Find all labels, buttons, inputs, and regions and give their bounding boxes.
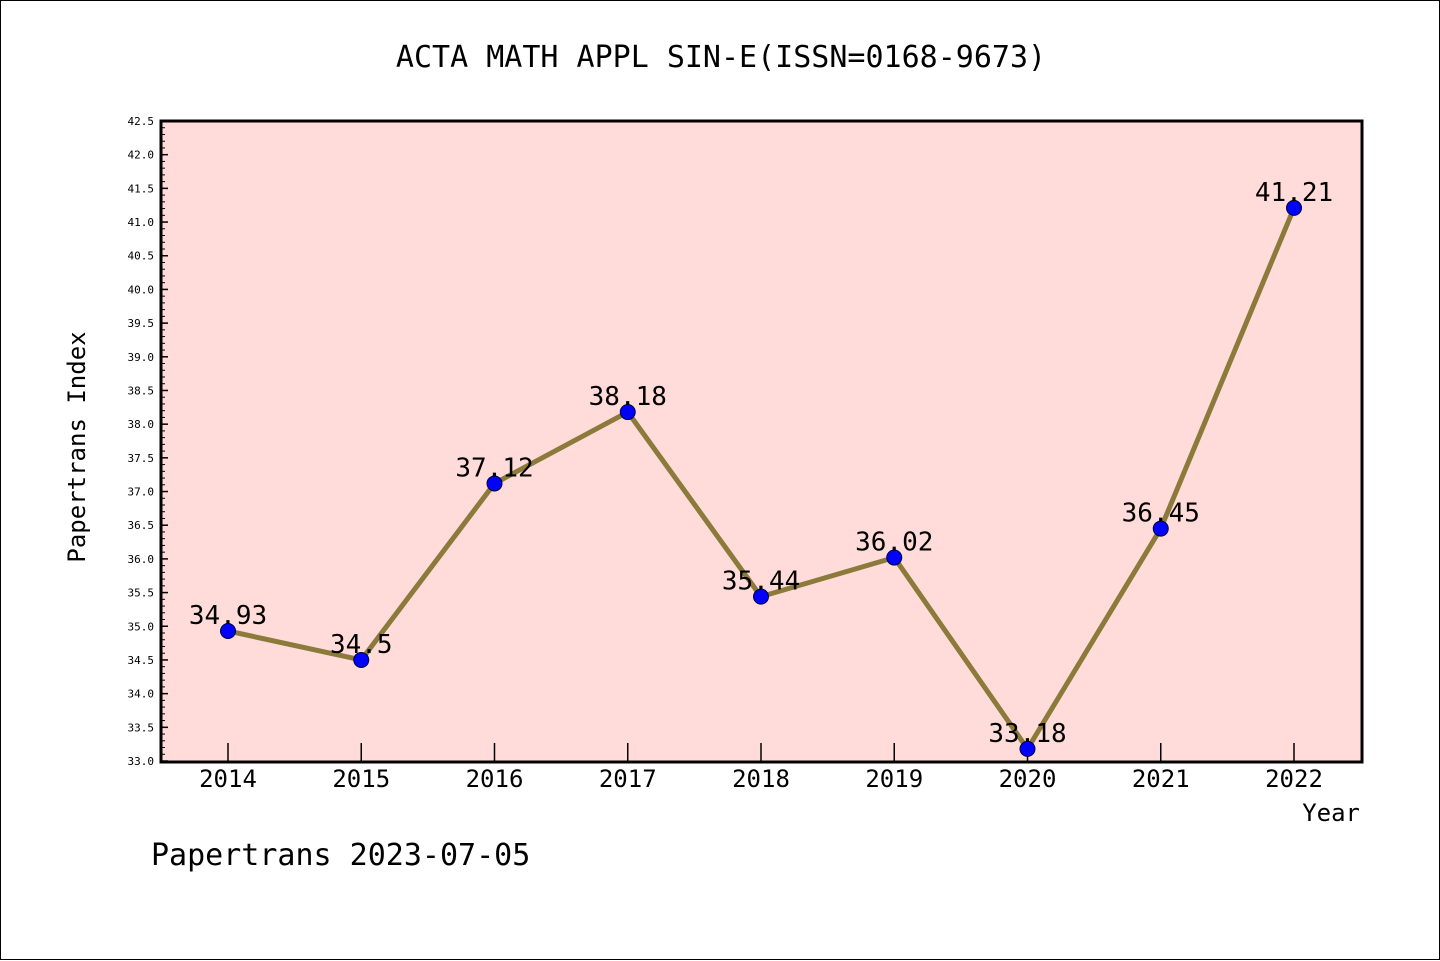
x-tick-label: 2015	[332, 765, 390, 793]
x-tick-label: 2016	[466, 765, 524, 793]
x-tick-label: 2022	[1265, 765, 1323, 793]
chart-title: ACTA MATH APPL SIN-E(ISSN=0168-9673)	[396, 40, 1046, 75]
x-axis: 2014 2015 2016 2017 2018 2019 2020 2021 2022	[199, 743, 1323, 793]
x-tick-label: 2020	[999, 765, 1057, 793]
data-label-2019: 36.02	[855, 528, 933, 558]
y-tick-label: 40.0	[128, 283, 155, 296]
data-point-2019	[886, 549, 903, 566]
data-label-2022: 41.21	[1255, 178, 1333, 208]
x-axis-label: Year	[1302, 799, 1360, 827]
y-tick-label: 33.5	[128, 721, 155, 734]
y-tick-label: 41.5	[128, 182, 155, 195]
data-label-2021: 36.45	[1122, 499, 1200, 529]
y-tick-label: 41.0	[128, 216, 155, 229]
y-tick-label: 35.0	[128, 620, 155, 633]
y-tick-label: 35.5	[128, 587, 155, 600]
y-tick-label: 33.0	[128, 755, 155, 768]
data-point-2015	[353, 651, 370, 668]
data-point-2021	[1152, 520, 1169, 537]
data-label-2014: 34.93	[189, 601, 267, 631]
data-labels: 34.93 34.5 37.12 38.18 35.44 36.02 33.18 36.45 4…	[189, 178, 1333, 749]
data-point-2020	[1019, 740, 1036, 757]
data-point-2014	[220, 622, 236, 639]
y-tick-label: 42.5	[128, 115, 155, 128]
y-tick-label: 36.5	[128, 519, 155, 532]
y-tick-label: 42.0	[128, 149, 155, 162]
data-label-2015: 34.5	[330, 630, 393, 660]
y-axis-label: Papertrans Index	[63, 331, 91, 562]
y-tick-label: 38.5	[128, 384, 155, 397]
x-tick-label: 2018	[732, 765, 790, 793]
footer-credit: Papertrans 2023-07-05	[151, 838, 530, 873]
data-point-2018	[753, 588, 769, 605]
x-tick-label: 2021	[1132, 765, 1190, 793]
x-tick-label: 2014	[199, 765, 257, 793]
x-tick-label: 2019	[865, 765, 923, 793]
plot-area	[159, 119, 1364, 764]
y-tick-label: 34.5	[128, 654, 155, 667]
data-label-2018: 35.44	[722, 567, 800, 597]
data-markers	[220, 199, 1302, 757]
data-point-2022	[1286, 199, 1302, 216]
data-point-2016	[486, 475, 503, 492]
data-label-2020: 33.18	[988, 719, 1066, 749]
y-tick-label: 37.5	[128, 452, 155, 465]
y-tick-label: 39.0	[128, 351, 155, 364]
y-tick-label: 37.0	[128, 486, 155, 499]
y-tick-label: 40.5	[128, 250, 155, 263]
y-axis: 33.0 33.5 34.0 34.5 35.0 35.5 36.0 36.5 37.0 37.5…	[128, 115, 168, 768]
y-tick-label: 36.0	[128, 553, 155, 566]
y-tick-label: 39.5	[128, 317, 155, 330]
data-point-2017	[619, 404, 636, 421]
y-tick-label: 38.0	[128, 418, 155, 431]
data-label-2016: 37.12	[455, 453, 533, 483]
data-label-2017: 38.18	[589, 382, 667, 412]
x-tick-label: 2017	[599, 765, 657, 793]
y-tick-label: 34.0	[128, 688, 155, 701]
